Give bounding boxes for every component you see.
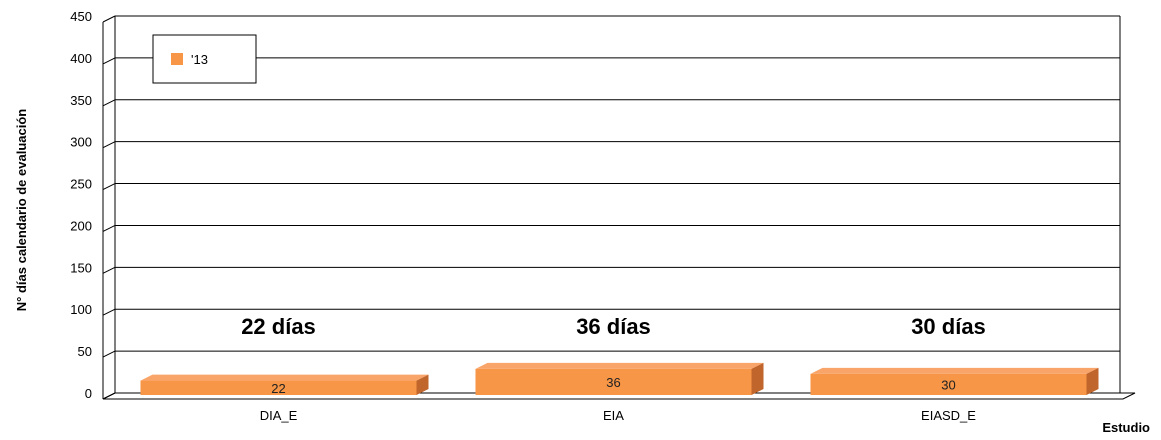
- bar-annotation: 36 días: [576, 314, 651, 339]
- bar-side: [416, 374, 429, 395]
- bars: 22 36 30: [140, 362, 1099, 396]
- x-axis-floor: [102, 392, 1136, 400]
- bar-eiasd-e: [810, 367, 1099, 395]
- legend-box: [152, 34, 257, 84]
- x-category-label: EIA: [603, 408, 624, 423]
- legend-label: '13: [191, 52, 208, 67]
- legend-swatch: [171, 53, 183, 65]
- gridline-connector: [102, 350, 116, 358]
- gridline-connector: [102, 57, 116, 65]
- gridline-connector: [102, 141, 116, 149]
- y-tick-labels: 0 50 100 150 200 250 300 350 400 450: [70, 9, 92, 401]
- gridline-connector: [102, 266, 116, 274]
- y-tick-label: 350: [70, 93, 92, 108]
- y-tick-label: 400: [70, 51, 92, 66]
- bar-value-label: 30: [941, 377, 955, 392]
- bar-top: [810, 367, 1099, 374]
- y-axis-title: N° días calendario de evaluación: [14, 109, 29, 311]
- y-tick-label: 250: [70, 177, 92, 192]
- x-axis-title: Estudio: [1102, 420, 1150, 435]
- bar-front: [140, 380, 417, 395]
- annotations: 22 días 36 días 30 días: [241, 314, 986, 339]
- bar-eia: [475, 362, 764, 395]
- y-tick-label: 50: [78, 344, 92, 359]
- bar-side: [1086, 367, 1099, 395]
- bar-top: [475, 362, 764, 369]
- bar-value-label: 36: [606, 375, 620, 390]
- gridline-connector: [102, 99, 116, 107]
- bar-value-label: 22: [271, 381, 285, 396]
- bar-top: [140, 374, 429, 381]
- bar-annotation: 22 días: [241, 314, 316, 339]
- gridline-connector: [102, 183, 116, 191]
- x-category-label: DIA_E: [260, 408, 298, 423]
- y-tick-label: 100: [70, 302, 92, 317]
- gridline-connector: [102, 308, 116, 316]
- gridlines: [102, 15, 1120, 400]
- y-tick-label: 200: [70, 218, 92, 233]
- y-tick-label: 300: [70, 135, 92, 150]
- x-category-label: EIASD_E: [921, 408, 976, 423]
- y-tick-label: 150: [70, 260, 92, 275]
- bar-side: [751, 362, 764, 395]
- bar-front: [475, 368, 752, 395]
- y-tick-label: 0: [85, 386, 92, 401]
- gridline-connector: [102, 224, 116, 232]
- x-category-labels: DIA_E EIA EIASD_E: [260, 408, 977, 423]
- bar-front: [810, 373, 1087, 395]
- axes: [102, 16, 1136, 400]
- gridline-connector: [102, 15, 116, 23]
- bar-annotation: 30 días: [911, 314, 986, 339]
- legend: '13: [152, 34, 257, 84]
- bar-dia-e: [140, 374, 429, 395]
- y-tick-label: 450: [70, 9, 92, 24]
